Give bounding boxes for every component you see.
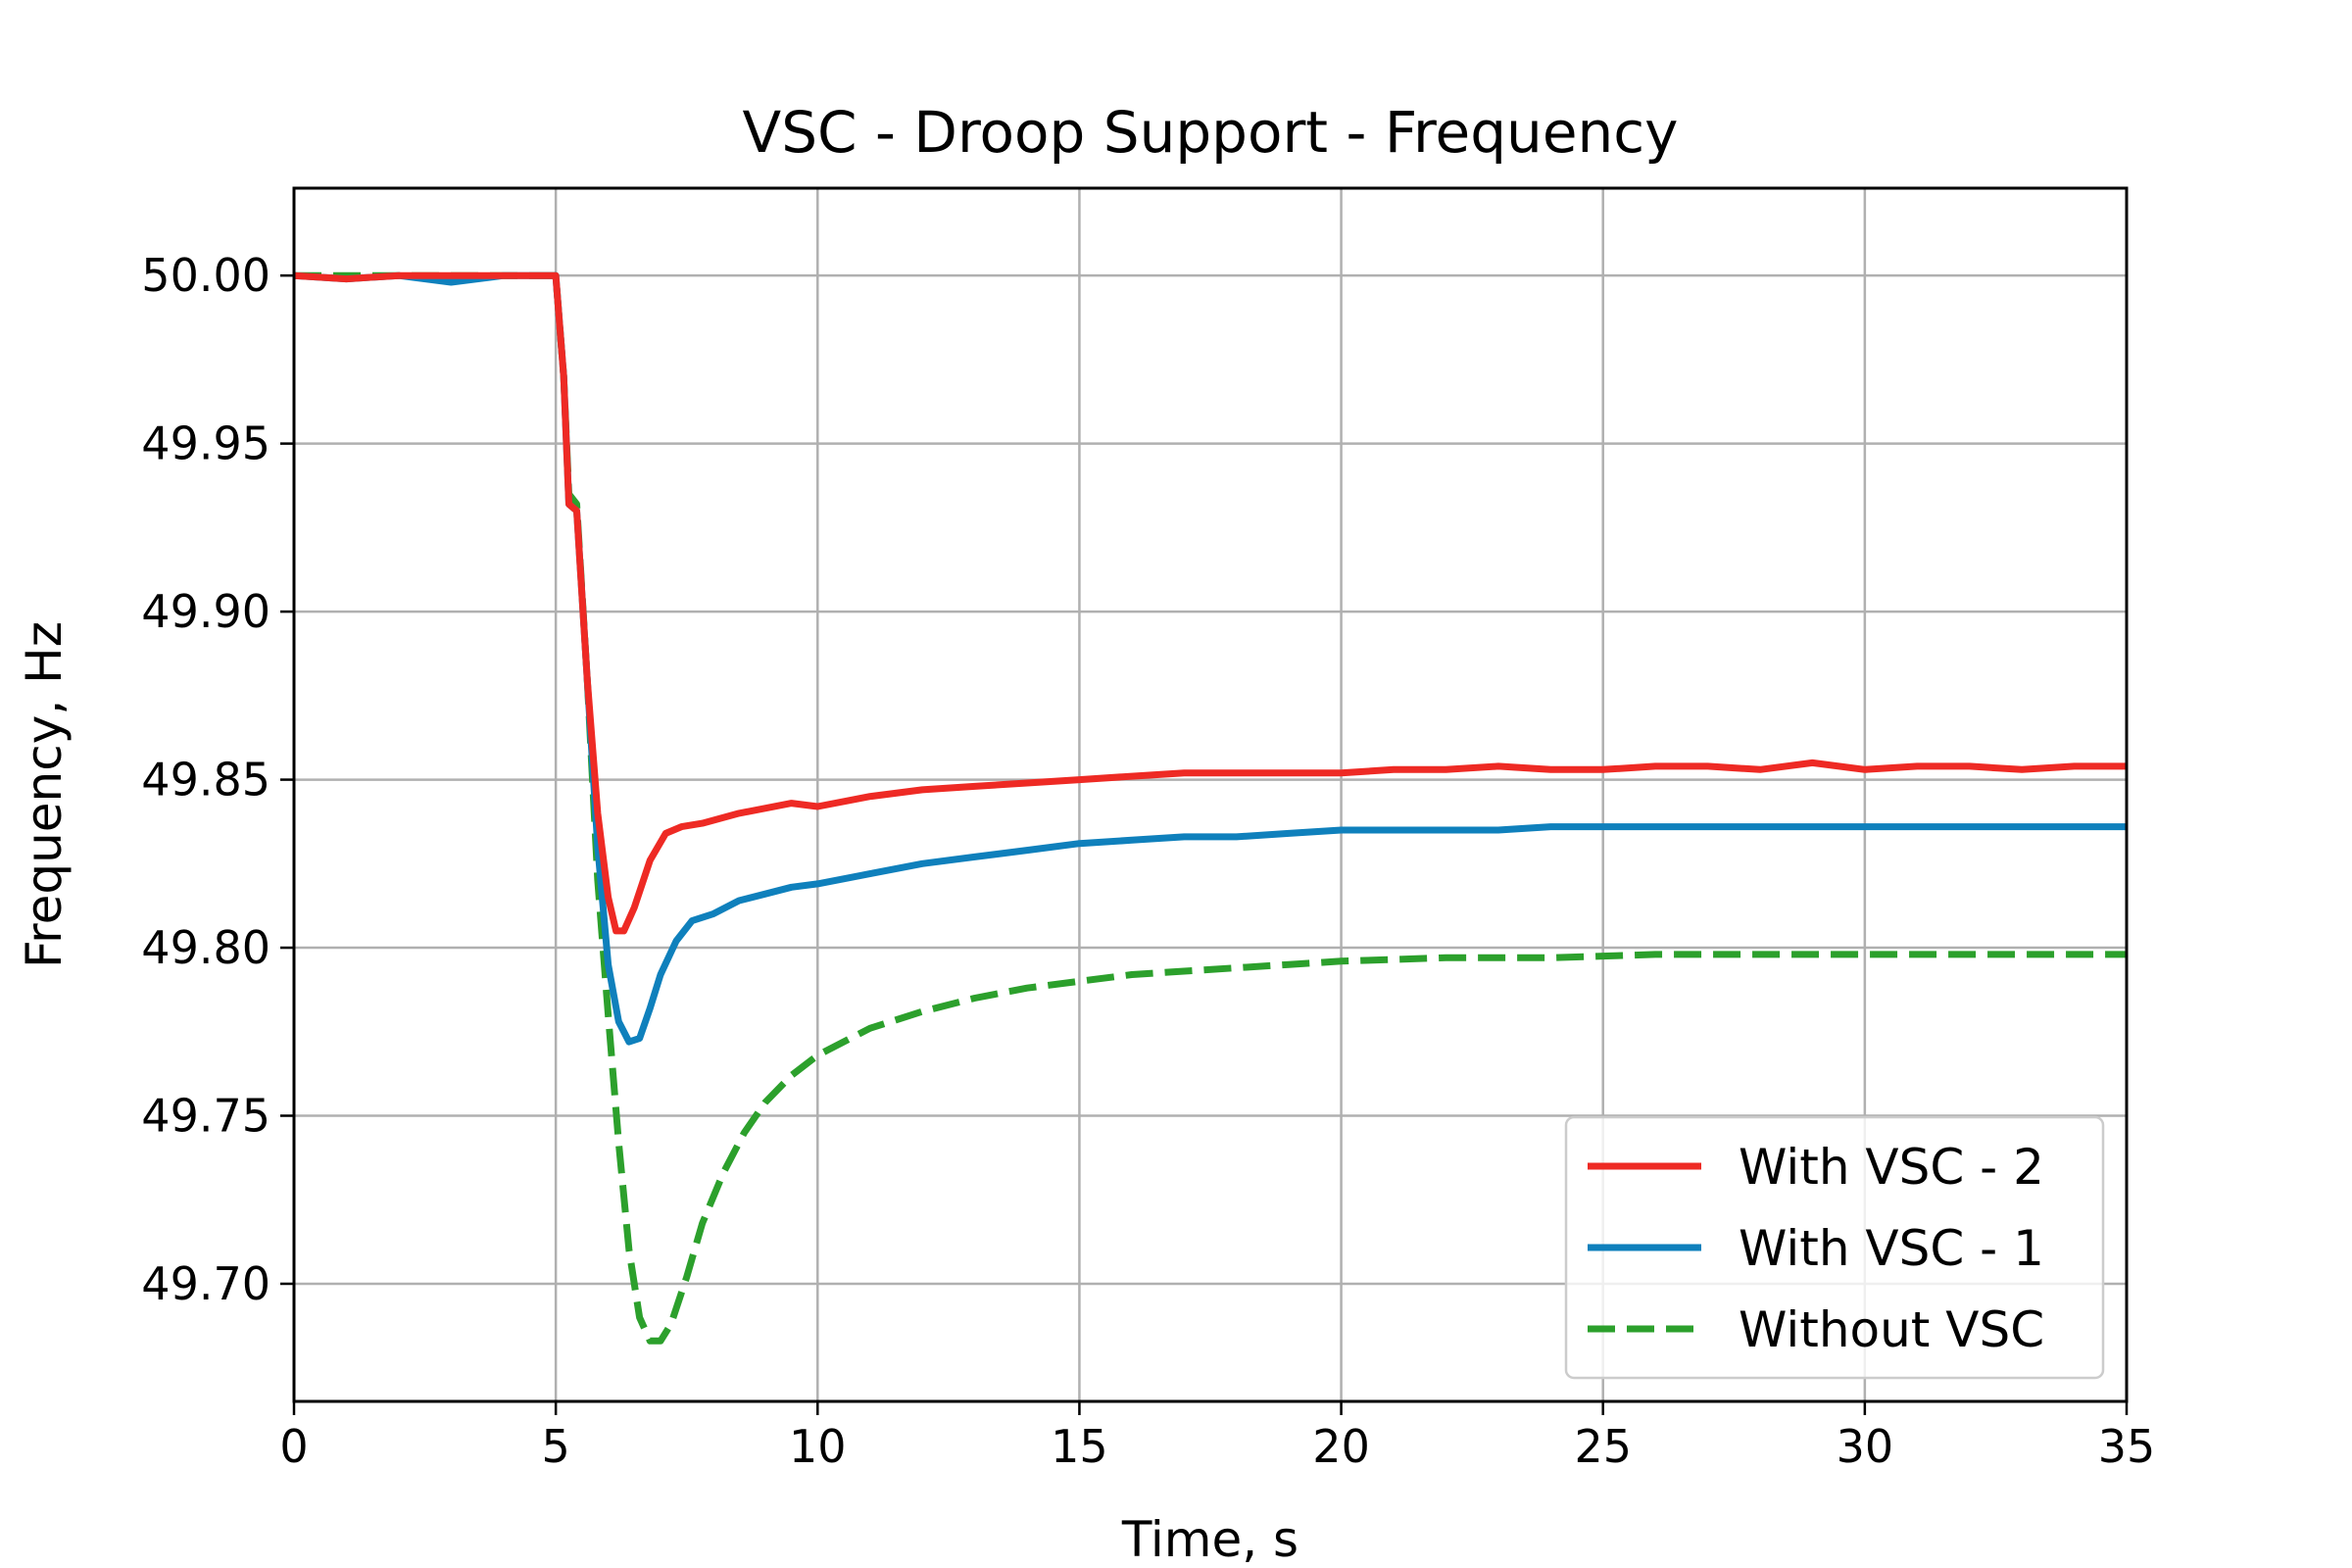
legend-label: Without VSC <box>1739 1301 2044 1358</box>
y-axis-label: Frequency, Hz <box>16 621 73 968</box>
y-tick-label: 49.95 <box>141 417 270 470</box>
legend-box <box>1564 1115 2105 1380</box>
chart-title: VSC - Droop Support - Frequency <box>743 99 1679 166</box>
y-tick-label: 49.80 <box>141 921 270 974</box>
y-tick-label: 49.70 <box>141 1257 270 1310</box>
axis-ticks: 0 5 10 15 20 25 30 35 49.70 49.75 49.80 49.85 49.90 4… <box>141 249 2155 1473</box>
y-tick-label: 49.85 <box>141 754 270 807</box>
series-layer <box>293 271 2127 1345</box>
legend-label: With VSC - 2 <box>1739 1139 2044 1196</box>
legend-label: With VSC - 1 <box>1739 1220 2044 1277</box>
x-tick-label: 25 <box>1574 1420 1632 1473</box>
x-tick-label: 35 <box>2098 1420 2156 1473</box>
y-tick-label: 49.75 <box>141 1090 270 1143</box>
x-tick-label: 30 <box>1837 1420 1894 1473</box>
x-tick-label: 0 <box>279 1420 308 1473</box>
plot-frame <box>292 186 2129 1403</box>
x-tick-label: 20 <box>1312 1420 1370 1473</box>
series-line-2 <box>294 271 2127 1345</box>
x-tick-label: 10 <box>789 1420 847 1473</box>
x-tick-label: 5 <box>542 1420 570 1473</box>
x-axis-label: Time, s <box>1121 1511 1298 1568</box>
legend: With VSC - 2 With VSC - 1 Without VSC <box>1564 1115 2105 1380</box>
series-line-0 <box>293 271 2127 935</box>
y-tick-label: 49.90 <box>141 585 270 638</box>
y-tick-label: 50.00 <box>141 249 270 302</box>
x-tick-label: 15 <box>1051 1420 1108 1473</box>
